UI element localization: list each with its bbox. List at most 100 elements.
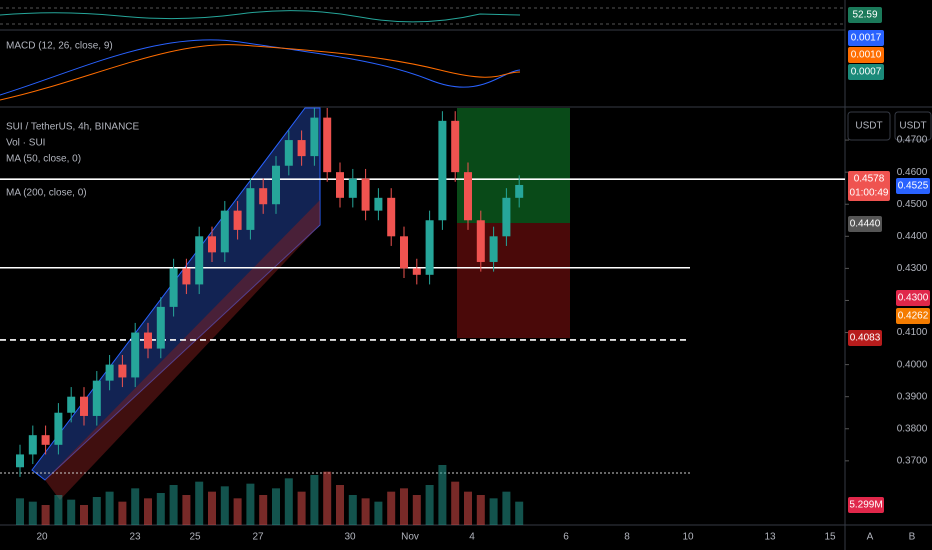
candle-body (297, 140, 306, 157)
price-tag (896, 290, 930, 306)
volume-bar (476, 495, 485, 525)
currency-label: USDT (855, 121, 882, 132)
loss-zone (457, 223, 570, 338)
price-tag-label: 0.0010 (851, 50, 882, 61)
y-tick-label: 0.3700 (897, 455, 928, 466)
y-tick-label: 0.3800 (897, 423, 928, 434)
price-tag-label: 0.4262 (898, 311, 929, 322)
y-tick-label: 0.4100 (897, 327, 928, 338)
indicator: MA (200, close, 0) (6, 188, 87, 199)
candle-body (387, 197, 396, 237)
candle-body (361, 178, 370, 211)
indicator: Vol · SUI (6, 138, 45, 149)
x-tick-label: 6 (563, 532, 569, 543)
volume-bar (272, 488, 280, 525)
candle-body (412, 268, 421, 275)
price-tag (848, 330, 882, 346)
candle-body (246, 188, 255, 230)
volume-bar (489, 498, 498, 525)
volume-bar (412, 495, 421, 525)
corner-button[interactable]: A (867, 532, 874, 543)
volume-bar (195, 481, 204, 525)
volume-bar (233, 498, 242, 525)
currency-button[interactable] (894, 111, 932, 141)
y-tick-label: 0.4400 (897, 231, 928, 242)
candle-body (182, 268, 191, 285)
candle-body (425, 220, 434, 275)
y-tick-label: 0.4000 (897, 359, 928, 370)
candle-body (310, 117, 319, 157)
candle-body (220, 210, 229, 253)
candle-body (131, 332, 140, 378)
volume-bar (156, 493, 165, 525)
y-tick-label: 0.3900 (897, 391, 928, 402)
macd-title: MACD (12, 26, close, 9) (6, 41, 113, 52)
candle-body (41, 435, 50, 445)
signal-line (0, 44, 521, 101)
candle-body (438, 120, 447, 221)
x-tick-label: 15 (824, 532, 836, 543)
candle-body (284, 140, 293, 166)
price-tag (848, 216, 882, 232)
x-tick-label: 23 (129, 532, 141, 543)
volume-bar (118, 501, 127, 525)
volume-bar (28, 501, 37, 525)
volume-bar (54, 495, 63, 525)
volume-bar (438, 465, 447, 525)
price-tag (896, 308, 930, 324)
volume-bar (259, 495, 268, 525)
x-tick-label: 20 (36, 532, 48, 543)
price-tag (848, 47, 884, 63)
y-tick-label: 0.4700 (897, 135, 928, 146)
x-tick-label: 27 (252, 532, 264, 543)
currency-button[interactable] (847, 111, 891, 141)
corner-button[interactable]: B (909, 532, 916, 543)
volume-bar (336, 485, 344, 525)
volume-bar (182, 495, 191, 525)
volume-bar (16, 498, 24, 525)
currency-label: USDT (899, 121, 926, 132)
x-tick-label: Nov (401, 532, 419, 543)
candle-body (208, 236, 216, 253)
volume-bar (515, 501, 524, 525)
volume-bar (169, 485, 178, 525)
candle-body (323, 117, 332, 173)
main-legend: SUI / TetherUS, 4h, BINANCE Vol · SUI MA… (6, 41, 140, 199)
x-tick-label: 8 (624, 532, 630, 543)
price-tag (848, 497, 884, 513)
profit-zone (457, 108, 570, 223)
price-tag (848, 30, 884, 46)
y-tick-label: 0.4300 (897, 263, 928, 274)
candle-body (169, 268, 178, 307)
candle-body (489, 236, 498, 262)
price-tag-label: 0.4440 (850, 219, 881, 230)
price-tag-label: 0.4300 (898, 293, 929, 304)
channel-lower (45, 200, 320, 500)
candle-body (80, 396, 88, 416)
volume-bar (220, 486, 229, 525)
volume-bar (284, 478, 293, 525)
volume-bar (67, 499, 76, 525)
volume-bar (451, 481, 460, 525)
candle-body (105, 364, 114, 381)
price-tag-label: 0.4578 (854, 174, 885, 185)
candle-body (259, 188, 268, 205)
volume-bar (131, 488, 140, 525)
symbol-title: SUI / TetherUS, 4h, BINANCE (6, 122, 140, 133)
rsi-line (0, 10, 521, 23)
x-tick-label: 25 (189, 532, 201, 543)
volume-bar (348, 495, 357, 525)
volume-bar (246, 483, 255, 525)
candle-body (233, 210, 242, 230)
candle-body (118, 364, 127, 378)
candle-body (374, 197, 383, 211)
volume-bar (464, 491, 472, 525)
price-tag-label: 0.0017 (851, 33, 882, 44)
candle-body (144, 332, 152, 349)
volume-bar (105, 491, 114, 525)
volume-bar (323, 471, 332, 525)
y-tick-label: 0.4600 (897, 167, 928, 178)
x-tick-label: 4 (469, 532, 475, 543)
volume-bar (41, 505, 50, 525)
candle-body (476, 220, 485, 262)
